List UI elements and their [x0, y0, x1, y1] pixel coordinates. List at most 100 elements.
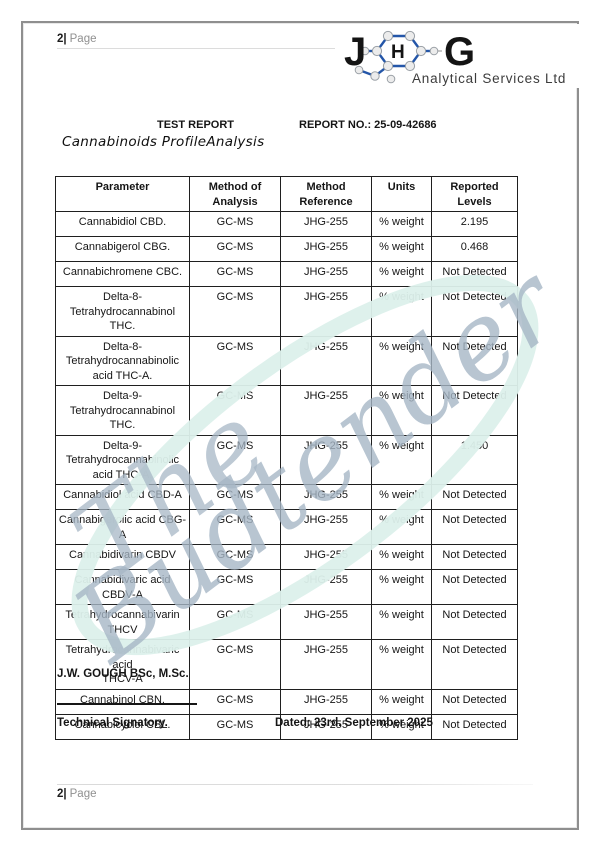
footer-rule	[57, 784, 533, 785]
result-cell: Not Detected	[431, 604, 518, 641]
method-cell: GC-MS	[189, 544, 281, 571]
reference-cell: JHG-255	[280, 484, 372, 511]
units-cell: % weight	[371, 688, 432, 715]
table-row: Delta-9-Tetrahydrocannabinol THC. GC-MS JHG…	[55, 385, 518, 436]
col-header-reported-levels: Reported Levels	[431, 175, 518, 213]
signatory-name: J.W. GOUGH BSc, M.Sc.	[57, 668, 189, 680]
units-cell: % weight	[371, 484, 432, 511]
parameter-cell: Tetrahydrocannabivaric acid THCV-A	[55, 639, 190, 690]
signatory-role: Technical Signatory.	[57, 717, 168, 729]
method-cell: GC-MS	[189, 261, 281, 288]
result-cell: Not Detected	[431, 569, 518, 606]
result-cell: Not Detected	[431, 484, 518, 511]
method-cell: GC-MS	[189, 385, 281, 436]
col-header-units: Units	[371, 175, 432, 213]
reference-cell: JHG-255	[280, 385, 372, 436]
reference-cell: JHG-255	[280, 211, 372, 238]
table-row: Delta-8-Tetrahydrocannabinolic acid THC-A…	[55, 335, 518, 387]
table-row: Delta-9-Tetrahydrocannabinolic acid THC-A…	[55, 434, 518, 486]
parameter-cell: Cannabidiol CBD.	[55, 211, 190, 238]
result-cell: Not Detected	[431, 286, 518, 337]
method-cell: GC-MS	[189, 211, 281, 238]
result-cell: Not Detected	[431, 509, 518, 546]
units-cell: % weight	[371, 385, 432, 436]
table-row: Cannabidiol CBD. GC-MS JHG-255% weight 2.19…	[55, 211, 518, 238]
units-cell: % weight	[371, 544, 432, 571]
result-cell: Not Detected	[431, 713, 518, 740]
reference-cell: JHG-255	[280, 286, 372, 337]
logo-letter-g: G	[444, 30, 475, 74]
col-header-parameter: Parameter	[55, 175, 190, 213]
method-cell: GC-MS	[189, 484, 281, 511]
result-cell: 2.195	[431, 211, 518, 238]
logo-letter-h: H	[391, 42, 405, 63]
footer-page-number: 2|	[57, 788, 67, 800]
table-row: Tetrahydrocannabivarin THCV GC-MS JHG-255%…	[55, 604, 518, 641]
results-table: Parameter Method of Analysis Method Refe…	[55, 175, 518, 740]
table-body: Cannabidiol CBD. GC-MS JHG-255% weight 2.19…	[55, 211, 518, 740]
col-header-reference: Method Reference	[280, 175, 372, 213]
reference-cell: JHG-255	[280, 236, 372, 263]
parameter-cell: Cannabichromene CBC.	[55, 261, 190, 288]
company-logo: J H G Analytical Services Ltd	[344, 24, 580, 88]
reference-cell: JHG-255	[280, 544, 372, 571]
method-cell: GC-MS	[189, 713, 281, 740]
parameter-cell: Cannabidivaric acid CBDV-A	[55, 569, 190, 606]
units-cell: % weight	[371, 261, 432, 288]
units-cell: % weight	[371, 286, 432, 337]
reference-cell: JHG-255	[280, 604, 372, 641]
footer-page-label: Page	[69, 788, 97, 800]
result-cell: Not Detected	[431, 639, 518, 690]
parameter-cell: Tetrahydrocannabivarin THCV	[55, 604, 190, 641]
reference-cell: JHG-255	[280, 569, 372, 606]
header-page-number: 2|	[57, 33, 67, 45]
table-row: Cannabidiol acid CBD-A GC-MS JHG-255% weig…	[55, 484, 518, 511]
units-cell: % weight	[371, 335, 432, 387]
table-row: Delta-8-Tetrahydrocannabinol THC. GC-MS JHG…	[55, 286, 518, 337]
parameter-cell: Delta-8-Tetrahydrocannabinolic acid THC-A…	[55, 335, 190, 387]
result-cell: Not Detected	[431, 261, 518, 288]
table-row: Cannabidivaric acid CBDV-A GC-MS JHG-255% …	[55, 569, 518, 606]
table-row: Cannabigerol CBG. GC-MS JHG-255% weight 0.4…	[55, 236, 518, 263]
signature-line	[57, 703, 197, 705]
reference-cell: JHG-255	[280, 509, 372, 546]
units-cell: % weight	[371, 211, 432, 238]
report-date: Dated: 23rd. September 2025	[275, 717, 433, 729]
col-header-method: Method of Analysis	[189, 175, 281, 213]
units-cell: % weight	[371, 236, 432, 263]
page-footer: 2| Page	[57, 788, 96, 800]
method-cell: GC-MS	[189, 509, 281, 546]
units-cell: % weight	[371, 434, 432, 486]
header-rule	[57, 48, 335, 49]
molecule-logo-icon: J H G Analytical Services Ltd	[344, 30, 565, 86]
parameter-cell: Cannabicyclol CBL.	[55, 713, 190, 740]
result-cell: Not Detected	[431, 688, 518, 715]
report-title: TEST REPORT	[157, 119, 235, 131]
units-cell: % weight	[371, 509, 432, 546]
method-cell: GC-MS	[189, 434, 281, 486]
units-cell: % weight	[371, 639, 432, 690]
result-cell: 1.450	[431, 434, 518, 486]
table-row: Cannabicyclol CBL. GC-MS JHG-255% weight No…	[55, 713, 518, 740]
page-border-frame	[21, 21, 579, 830]
table-row: Tetrahydrocannabivaric acid THCV-A GC-MS JH…	[55, 639, 518, 690]
method-cell: GC-MS	[189, 569, 281, 606]
table-row: Cannabinol CBN. GC-MS JHG-255% weight Not D…	[55, 688, 518, 715]
reference-cell: JHG-255	[280, 434, 372, 486]
parameter-cell: Cannabigerol CBG.	[55, 236, 190, 263]
units-cell: % weight	[371, 713, 432, 740]
parameter-cell: Cannabinol CBN.	[55, 688, 190, 715]
reference-cell: JHG-255	[280, 335, 372, 387]
method-cell: GC-MS	[189, 604, 281, 641]
parameter-cell: Cannabidivarin CBDV	[55, 544, 190, 571]
units-cell: % weight	[371, 604, 432, 641]
result-cell: 0.468	[431, 236, 518, 263]
table-row: Cannabidivarin CBDV GC-MS JHG-255% weight N…	[55, 544, 518, 571]
method-cell: GC-MS	[189, 335, 281, 387]
reference-cell: JHG-255	[280, 639, 372, 690]
method-cell: GC-MS	[189, 688, 281, 715]
method-cell: GC-MS	[189, 639, 281, 690]
table-header-row: Parameter Method of Analysis Method Refe…	[55, 175, 518, 213]
parameter-cell: Delta-8-Tetrahydrocannabinol THC.	[55, 286, 190, 337]
